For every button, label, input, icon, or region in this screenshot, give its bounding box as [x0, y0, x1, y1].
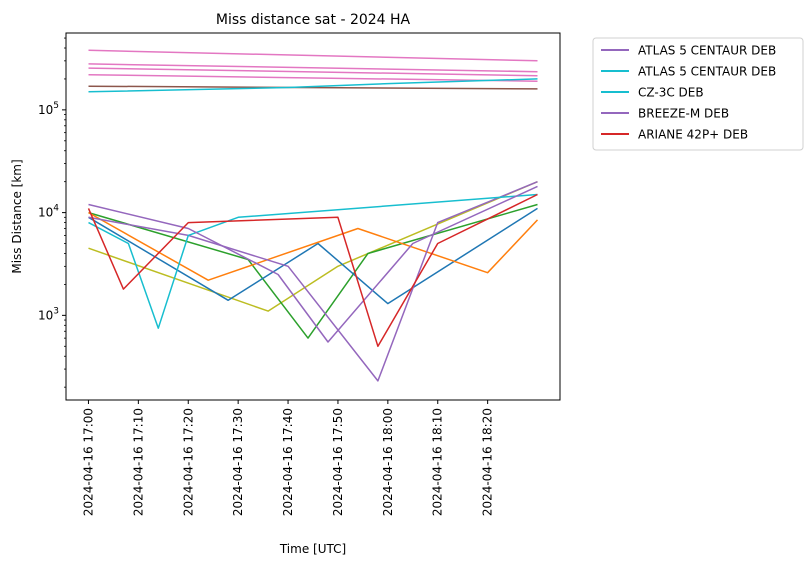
x-tick-label: 2024-04-16 17:40	[281, 408, 295, 516]
series-line	[88, 207, 538, 305]
series-line	[88, 211, 539, 281]
legend: ATLAS 5 CENTAUR DEB ATLAS 5 CENTAUR DEB CZ…	[592, 37, 804, 151]
legend-label: BREEZE-M DEB	[638, 107, 729, 121]
legend-label: ATLAS 5 CENTAUR DEB	[638, 65, 776, 79]
x-tick-label: 2024-04-16 18:00	[381, 408, 395, 516]
y-tick-label: 105	[38, 101, 59, 117]
series-line	[88, 85, 538, 90]
x-tick-label: 2024-04-16 17:30	[231, 408, 245, 516]
series-line	[88, 203, 538, 339]
x-tick-label: 2024-04-16 17:10	[131, 408, 145, 516]
series-line	[88, 63, 538, 73]
series-line	[88, 73, 538, 82]
series-line	[88, 181, 538, 382]
plot-frame	[65, 32, 561, 401]
y-tick-label: 103	[38, 306, 59, 322]
chart-title: Miss distance sat - 2024 HA	[216, 12, 411, 28]
plot-area	[87, 49, 539, 382]
series-line	[88, 67, 538, 77]
y-tick-label: 104	[38, 204, 59, 220]
x-tick-label: 2024-04-16 17:20	[181, 408, 195, 516]
legend-label: ARIANE 42P+ DEB	[638, 128, 748, 142]
series-lines	[87, 49, 539, 382]
x-axis: 2024-04-16 17:00 2024-04-16 17:10 2024-04-…	[81, 400, 495, 516]
series-line	[88, 185, 538, 343]
x-tick-label: 2024-04-16 17:00	[81, 408, 95, 516]
x-axis-label: Time [UTC]	[279, 542, 346, 556]
series-line	[88, 193, 538, 329]
series-line	[88, 49, 538, 62]
series-line	[88, 78, 538, 93]
legend-label: ATLAS 5 CENTAUR DEB	[638, 44, 776, 58]
x-tick-label: 2024-04-16 18:10	[431, 408, 445, 516]
y-axis: 103 104 105	[38, 37, 66, 388]
x-tick-label: 2024-04-16 17:50	[331, 408, 345, 516]
legend-box	[592, 37, 804, 151]
series-line	[87, 193, 538, 348]
x-tick-label: 2024-04-16 18:20	[481, 408, 495, 516]
legend-label: CZ-3C DEB	[638, 86, 704, 100]
y-axis-label: Miss Distance [km]	[10, 159, 24, 273]
